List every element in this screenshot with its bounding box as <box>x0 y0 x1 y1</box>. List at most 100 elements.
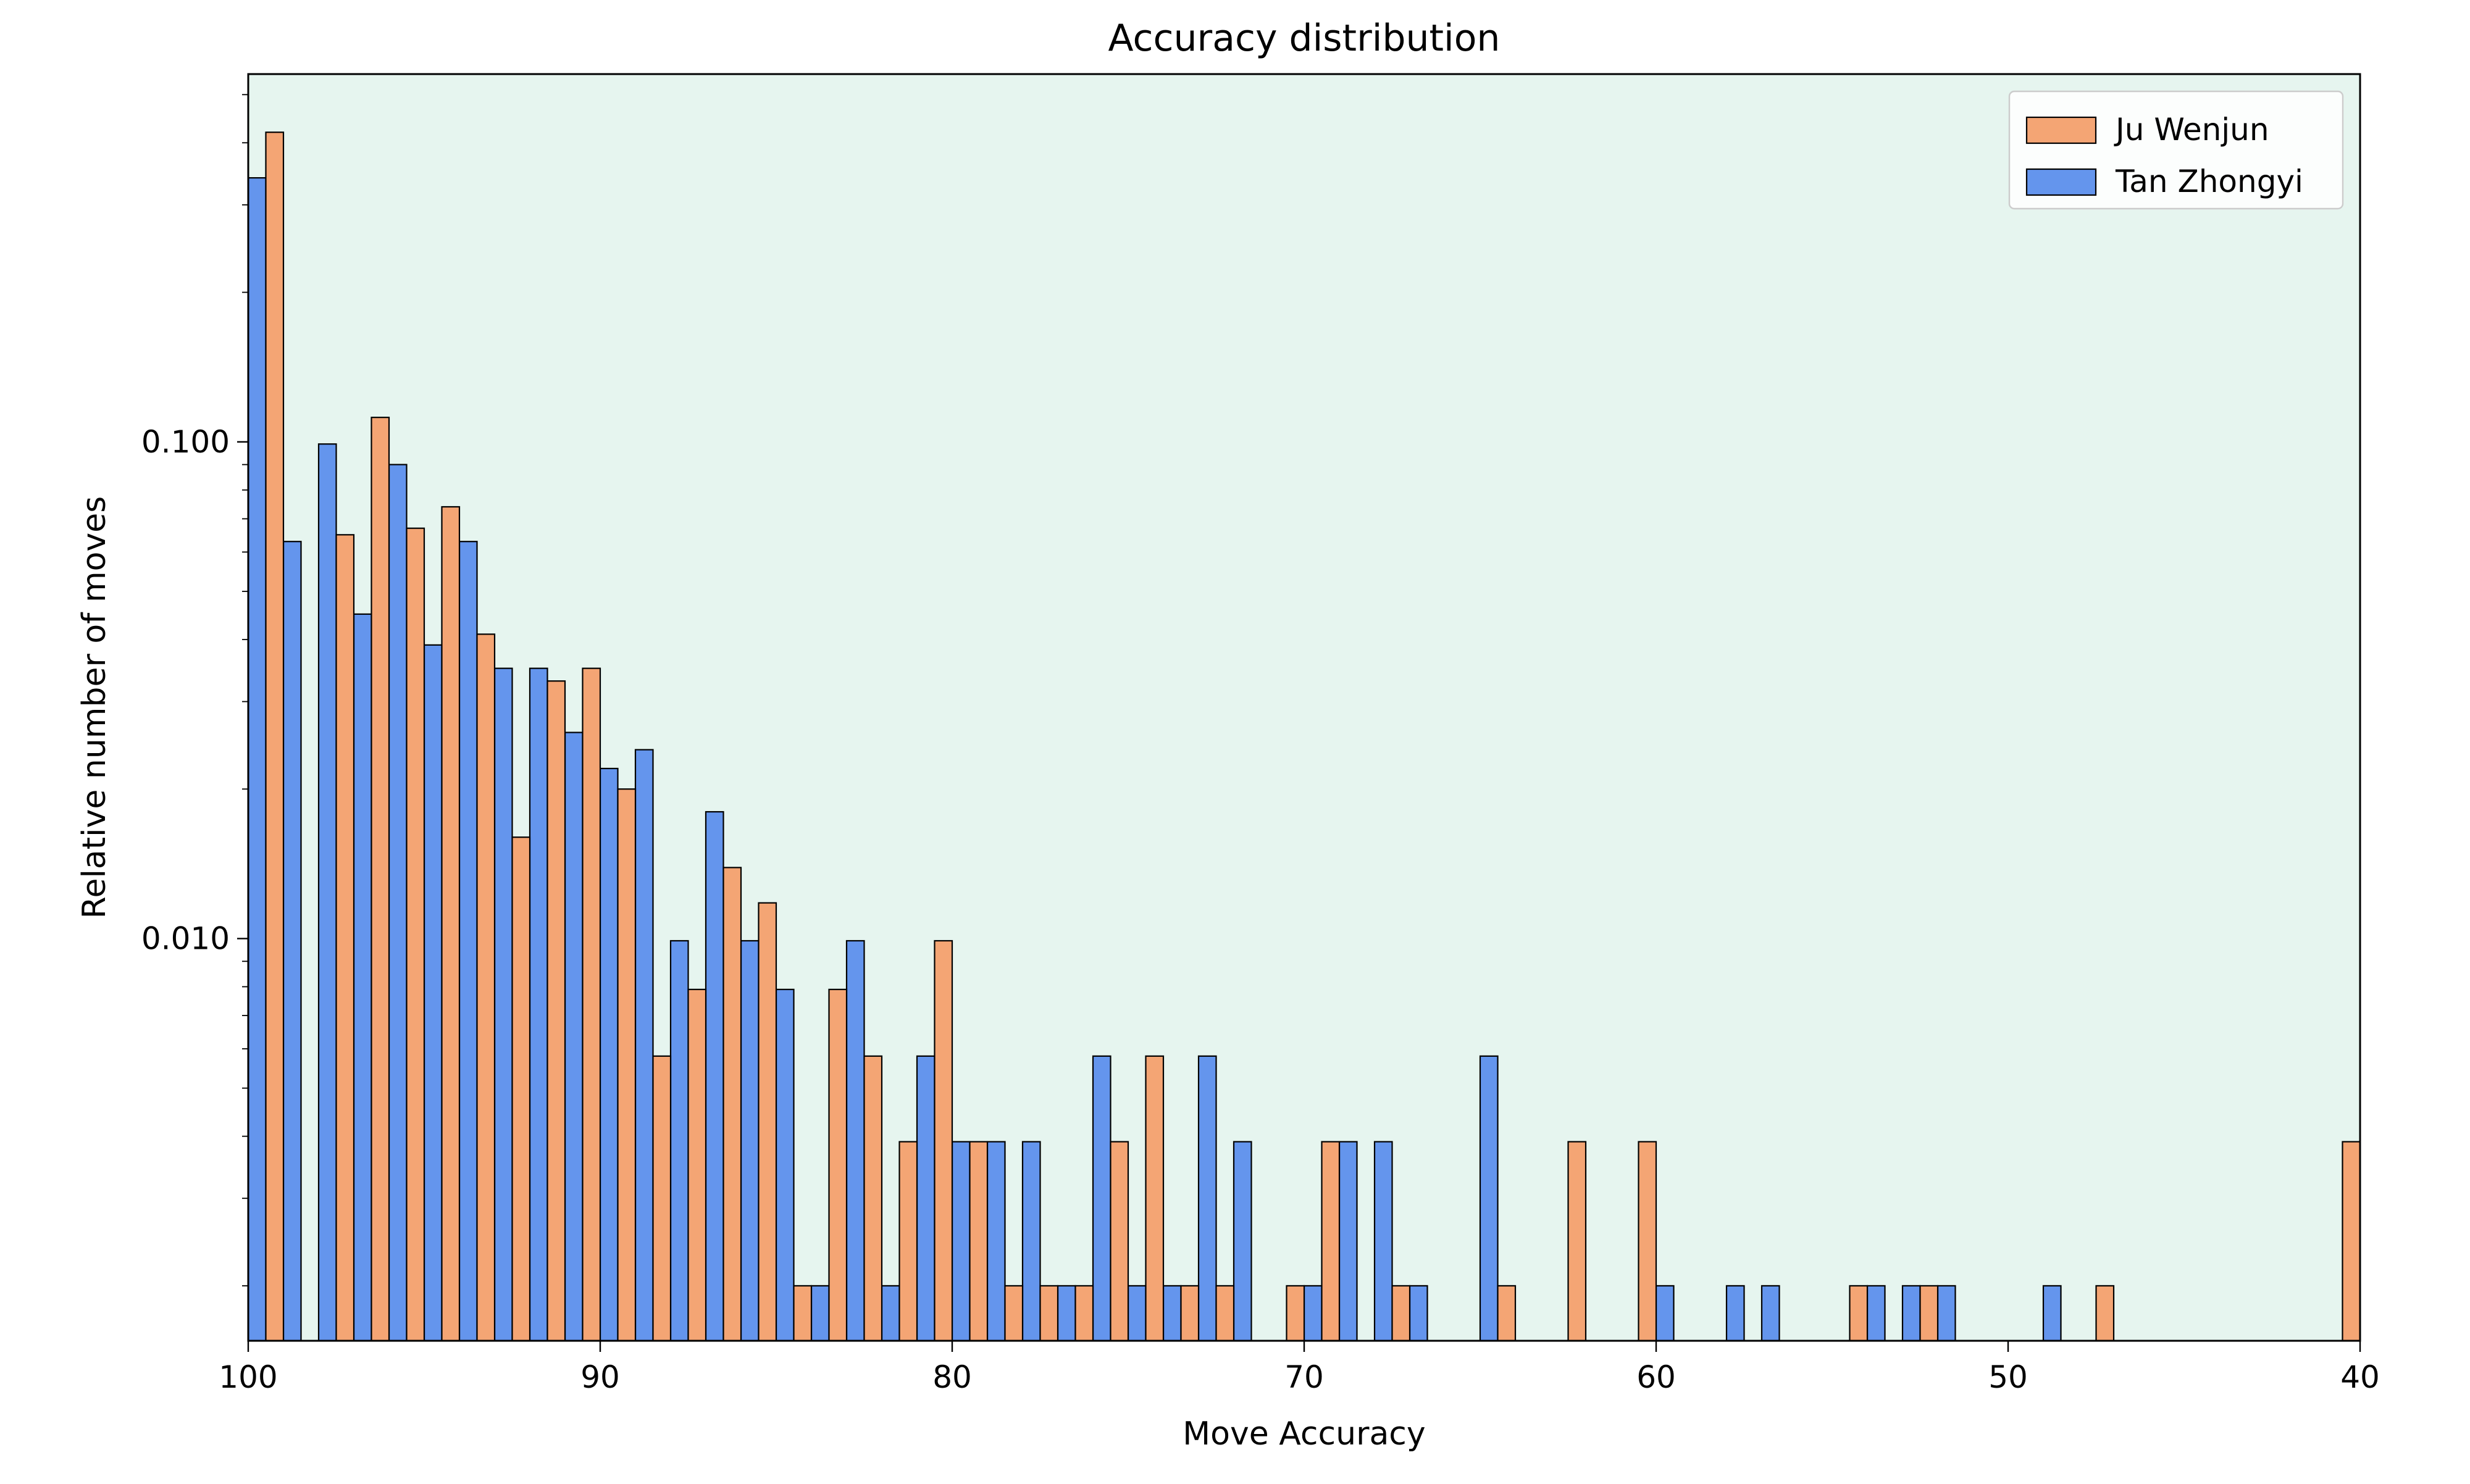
bar-ju-wenjun-63 <box>1567 1141 1587 1342</box>
bar-ju-wenjun-86 <box>758 902 777 1342</box>
y-axis-label: Relative number of moves <box>76 496 113 919</box>
bar-tan-zhongyi-53 <box>1901 1285 1921 1342</box>
bar-tan-zhongyi-100 <box>247 177 267 1342</box>
bar-tan-zhongyi-75 <box>1127 1285 1147 1342</box>
chart-title: Accuracy distribution <box>1108 17 1501 60</box>
x-tick-label: 80 <box>932 1359 972 1395</box>
bar-tan-zhongyi-65 <box>1479 1055 1499 1342</box>
bar-tan-zhongyi-72 <box>1233 1141 1252 1342</box>
bar-ju-wenjun-78 <box>1039 1285 1059 1342</box>
bar-ju-wenjun-81 <box>934 940 953 1342</box>
x-tick-label: 40 <box>2340 1359 2380 1395</box>
bar-ju-wenjun-94 <box>476 633 496 1342</box>
bar-tan-zhongyi-90 <box>599 767 619 1342</box>
bar-tan-zhongyi-78 <box>1021 1141 1041 1342</box>
bar-tan-zhongyi-84 <box>810 1285 830 1342</box>
bar-tan-zhongyi-76 <box>1092 1055 1112 1342</box>
bar-ju-wenjun-92 <box>546 680 566 1342</box>
bars-layer <box>247 131 2361 1342</box>
bar-ju-wenjun-88 <box>687 988 707 1342</box>
bar-ju-wenjun-100 <box>265 131 285 1342</box>
legend-swatch <box>2025 116 2097 144</box>
bar-tan-zhongyi-93 <box>493 667 513 1342</box>
bar-tan-zhongyi-92 <box>529 667 548 1342</box>
bar-tan-zhongyi-87 <box>705 811 724 1342</box>
x-tick-label: 100 <box>219 1359 277 1395</box>
bar-tan-zhongyi-94 <box>458 541 478 1342</box>
bar-ju-wenjun-98 <box>335 534 355 1342</box>
bar-tan-zhongyi-98 <box>317 443 337 1342</box>
bar-tan-zhongyi-57 <box>1760 1285 1780 1342</box>
bar-tan-zhongyi-68 <box>1373 1141 1393 1342</box>
plot-frame <box>247 73 2361 1342</box>
bar-ju-wenjun-96 <box>406 527 425 1342</box>
bar-tan-zhongyi-73 <box>1197 1055 1217 1342</box>
bar-tan-zhongyi-83 <box>845 940 865 1342</box>
bar-ju-wenjun-73 <box>1215 1285 1235 1342</box>
bar-tan-zhongyi-54 <box>1866 1285 1886 1342</box>
bar-ju-wenjun-82 <box>898 1141 918 1342</box>
bar-ju-wenjun-74 <box>1180 1285 1200 1342</box>
x-axis: 100 90 80 70 60 50 40 <box>219 1341 2380 1395</box>
bar-tan-zhongyi-77 <box>1057 1285 1076 1342</box>
legend-swatch <box>2025 168 2097 196</box>
bar-ju-wenjun-55 <box>1849 1285 1869 1342</box>
bar-ju-wenjun-77 <box>1074 1285 1094 1342</box>
bar-ju-wenjun-87 <box>722 867 742 1342</box>
legend-label: Ju Wenjun <box>2114 112 2269 148</box>
bar-ju-wenjun-79 <box>1004 1285 1024 1342</box>
bar-tan-zhongyi-88 <box>669 940 689 1342</box>
bar-tan-zhongyi-99 <box>282 541 302 1342</box>
bar-tan-zhongyi-58 <box>1725 1285 1745 1342</box>
x-tick-label: 50 <box>1988 1359 2028 1395</box>
bar-ju-wenjun-95 <box>441 506 461 1342</box>
bar-ju-wenjun-40 <box>2342 1141 2361 1342</box>
bar-ju-wenjun-93 <box>511 836 531 1342</box>
x-tick-label: 90 <box>580 1359 620 1395</box>
bar-tan-zhongyi-49 <box>2042 1285 2062 1342</box>
bar-tan-zhongyi-67 <box>1409 1285 1428 1342</box>
bar-ju-wenjun-48 <box>2095 1285 2115 1342</box>
legend: Ju Wenjun Tan Zhongyi <box>2008 90 2344 210</box>
bar-tan-zhongyi-69 <box>1338 1141 1358 1342</box>
bar-tan-zhongyi-80 <box>951 1141 971 1342</box>
bar-tan-zhongyi-82 <box>881 1285 900 1342</box>
bar-tan-zhongyi-89 <box>634 749 654 1342</box>
bar-tan-zhongyi-96 <box>388 464 408 1342</box>
bar-ju-wenjun-89 <box>652 1055 672 1342</box>
bar-tan-zhongyi-95 <box>423 644 443 1342</box>
bar-tan-zhongyi-52 <box>1936 1285 1956 1342</box>
bar-ju-wenjun-75 <box>1145 1055 1165 1342</box>
y-tick-label: 0.100 <box>141 424 230 460</box>
bar-ju-wenjun-80 <box>969 1141 989 1342</box>
bar-tan-zhongyi-70 <box>1303 1285 1323 1342</box>
y-axis: 0.100 0.010 <box>141 94 248 1286</box>
bar-ju-wenjun-84 <box>828 988 848 1342</box>
bar-tan-zhongyi-81 <box>916 1055 936 1342</box>
bar-ju-wenjun-83 <box>863 1055 883 1342</box>
bar-tan-zhongyi-74 <box>1162 1285 1182 1342</box>
bar-ju-wenjun-97 <box>371 417 390 1342</box>
bar-tan-zhongyi-97 <box>353 613 372 1342</box>
x-tick-label: 70 <box>1284 1359 1324 1395</box>
bar-ju-wenjun-76 <box>1110 1141 1129 1342</box>
bar-tan-zhongyi-60 <box>1655 1285 1675 1342</box>
bar-ju-wenjun-61 <box>1638 1141 1657 1342</box>
bar-tan-zhongyi-86 <box>740 940 760 1342</box>
y-tick-label: 0.010 <box>141 920 230 956</box>
bar-ju-wenjun-90 <box>617 788 637 1342</box>
x-axis-label: Move Accuracy <box>1183 1415 1425 1453</box>
bar-ju-wenjun-65 <box>1497 1285 1517 1342</box>
bar-tan-zhongyi-79 <box>986 1141 1006 1342</box>
bar-ju-wenjun-53 <box>1919 1285 1939 1342</box>
bar-ju-wenjun-70 <box>1321 1141 1341 1342</box>
bar-tan-zhongyi-85 <box>775 988 795 1342</box>
bar-ju-wenjun-68 <box>1391 1285 1411 1342</box>
bar-ju-wenjun-85 <box>793 1285 813 1342</box>
bar-ju-wenjun-71 <box>1286 1285 1305 1342</box>
x-tick-label: 60 <box>1636 1359 1676 1395</box>
legend-label: Tan Zhongyi <box>2115 164 2303 199</box>
bar-tan-zhongyi-91 <box>564 732 584 1342</box>
